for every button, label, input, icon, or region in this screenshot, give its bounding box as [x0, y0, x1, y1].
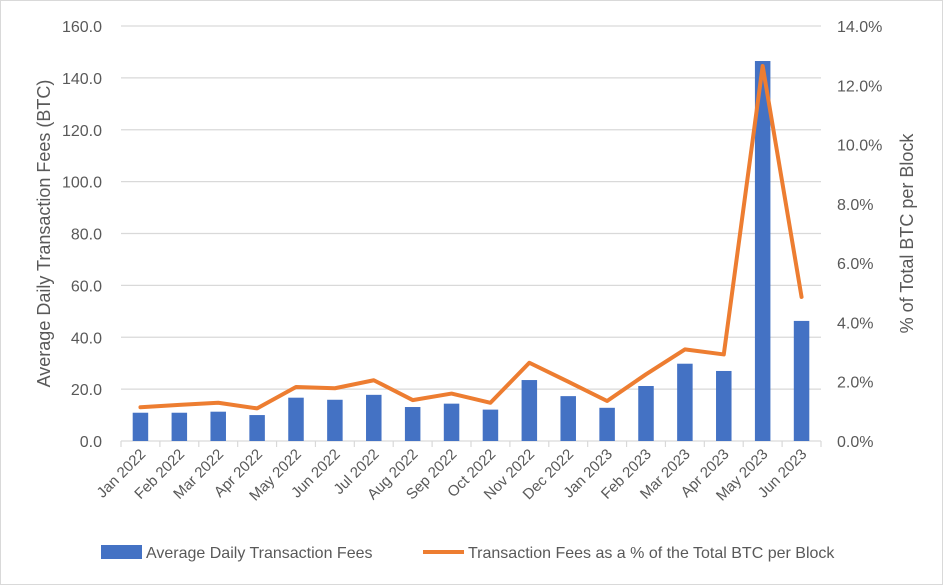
bar [288, 398, 304, 441]
bar [327, 400, 343, 441]
bar [522, 380, 538, 441]
y-tick-label: 0.0 [80, 434, 102, 451]
line-series [140, 66, 801, 408]
y2-axis-title: % of Total BTC per Block [897, 133, 917, 334]
bar [599, 408, 615, 441]
bar [405, 407, 421, 441]
bar [638, 386, 654, 441]
y-tick-label: 40.0 [71, 330, 102, 347]
bar [677, 364, 693, 441]
bar [172, 413, 188, 441]
y2-tick-label: 4.0% [837, 315, 873, 332]
y2-tick-label: 2.0% [837, 375, 873, 392]
y-tick-label: 60.0 [71, 278, 102, 295]
y2-tick-label: 8.0% [837, 197, 873, 214]
y-tick-label: 80.0 [71, 227, 102, 244]
y2-tick-label: 10.0% [837, 138, 882, 155]
legend-label: Average Daily Transaction Fees [146, 545, 372, 562]
legend-label: Transaction Fees as a % of the Total BTC… [468, 545, 835, 562]
y-axis-title: Average Daily Transaction Fees (BTC) [34, 80, 54, 388]
y2-tick-label: 0.0% [837, 434, 873, 451]
y2-tick-label: 14.0% [837, 19, 882, 36]
y2-tick-label: 6.0% [837, 256, 873, 273]
y-tick-label: 140.0 [62, 71, 102, 88]
legend-swatch-bar [101, 545, 142, 559]
bar [794, 321, 810, 441]
y-tick-label: 100.0 [62, 175, 102, 192]
bar [249, 415, 265, 441]
bar [560, 396, 576, 441]
y2-tick-label: 12.0% [837, 78, 882, 95]
bar [483, 410, 499, 441]
bar [133, 413, 149, 441]
bar [444, 404, 460, 441]
y-tick-label: 160.0 [62, 19, 102, 36]
y-tick-label: 120.0 [62, 123, 102, 140]
bar [716, 371, 732, 441]
bar [366, 395, 382, 441]
y-tick-label: 20.0 [71, 382, 102, 399]
bar [210, 412, 226, 441]
